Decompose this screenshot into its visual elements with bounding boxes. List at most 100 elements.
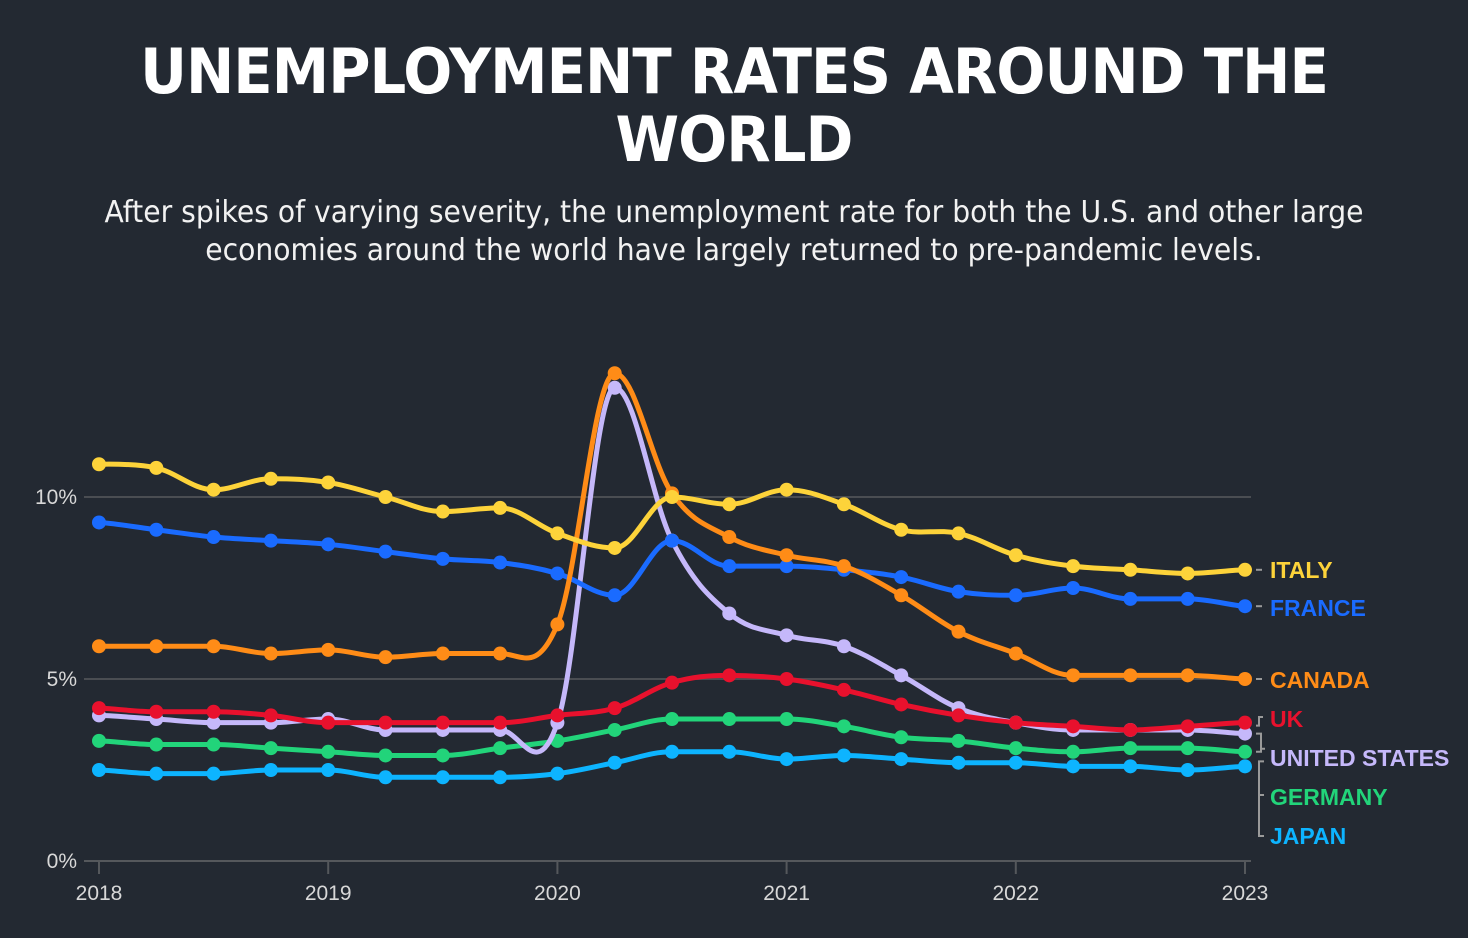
data-point-canada <box>722 530 737 545</box>
x-axis: 2018 2019 2020 2021 2022 2023 <box>76 860 1269 905</box>
legend-label-uk: UK <box>1270 706 1304 732</box>
data-point-japan <box>321 763 336 777</box>
data-point-uk <box>894 697 909 712</box>
data-point-germany <box>951 733 966 748</box>
series-line-canada <box>96 370 1248 682</box>
data-point-france <box>321 537 336 552</box>
data-point-japan <box>1238 759 1252 774</box>
data-point-united-states <box>1238 726 1252 741</box>
y-tick-label: 5% <box>47 668 77 691</box>
data-point-canada <box>321 642 336 657</box>
data-point-france <box>1238 599 1252 614</box>
data-point-canada <box>92 639 106 654</box>
legend-label-united-states: UNITED STATES <box>1270 745 1449 771</box>
data-point-italy <box>550 526 565 541</box>
data-point-uk <box>92 701 106 716</box>
data-point-united-states <box>894 668 909 683</box>
data-point-canada <box>263 646 278 661</box>
data-point-france <box>149 522 164 537</box>
data-point-italy <box>894 522 909 537</box>
series-germany <box>92 712 1252 763</box>
data-point-japan <box>493 770 508 785</box>
data-point-japan <box>206 766 221 781</box>
data-point-uk <box>493 715 508 730</box>
data-point-france <box>92 515 106 530</box>
data-point-uk <box>435 715 450 730</box>
data-point-italy <box>951 526 966 541</box>
data-point-germany <box>1180 741 1195 756</box>
data-point-japan <box>836 748 851 763</box>
legend-label-japan: JAPAN <box>1270 823 1346 849</box>
x-tick-label: 2018 <box>76 882 123 905</box>
data-point-germany <box>321 744 336 759</box>
data-point-japan <box>722 744 737 759</box>
series-japan <box>92 744 1252 785</box>
data-point-france <box>435 551 450 566</box>
data-point-canada <box>206 639 221 654</box>
connector-united-states <box>1256 732 1265 753</box>
data-point-uk <box>607 701 622 716</box>
data-point-canada <box>493 646 508 661</box>
x-tick-label: 2019 <box>305 882 352 905</box>
data-point-uk <box>665 675 679 690</box>
data-point-canada <box>607 366 622 381</box>
data-point-japan <box>263 763 278 777</box>
connector-uk <box>1256 716 1263 727</box>
data-point-italy <box>1066 559 1081 574</box>
data-point-canada <box>550 617 565 632</box>
data-point-italy <box>1008 548 1023 563</box>
data-point-italy <box>435 504 450 519</box>
data-point-united-states <box>836 639 851 654</box>
data-point-italy <box>665 490 679 504</box>
data-point-france <box>722 559 737 574</box>
data-point-germany <box>1008 741 1023 756</box>
legend-label-italy: ITALY <box>1270 557 1333 583</box>
data-point-france <box>550 566 565 581</box>
data-point-canada <box>149 639 164 654</box>
data-point-uk <box>1180 719 1195 734</box>
data-point-japan <box>435 770 450 785</box>
data-point-canada <box>1066 668 1081 683</box>
series-canada <box>92 366 1252 686</box>
data-point-germany <box>378 748 393 763</box>
series-france <box>92 515 1252 614</box>
data-point-france <box>206 530 221 545</box>
x-tick-label: 2022 <box>992 882 1039 905</box>
data-point-japan <box>1123 759 1138 774</box>
data-point-canada <box>378 650 393 665</box>
data-point-germany <box>722 712 737 727</box>
data-point-japan <box>779 752 794 767</box>
data-point-japan <box>951 755 966 770</box>
data-point-uk <box>779 672 794 686</box>
data-point-japan <box>665 744 679 759</box>
x-tick-label: 2023 <box>1222 882 1269 905</box>
data-point-france <box>894 570 909 585</box>
data-point-germany <box>836 719 851 734</box>
data-point-united-states <box>206 715 221 730</box>
data-point-united-states <box>779 628 794 643</box>
data-point-italy <box>321 475 336 490</box>
data-point-uk <box>378 715 393 730</box>
series-uk <box>92 668 1252 737</box>
data-point-united-states <box>722 606 737 621</box>
data-point-germany <box>779 712 794 727</box>
data-point-france <box>493 555 508 570</box>
legend-label-canada: CANADA <box>1270 667 1370 693</box>
data-point-france <box>1066 581 1081 595</box>
data-point-japan <box>1066 759 1081 774</box>
data-point-italy <box>263 471 278 486</box>
data-point-germany <box>894 730 909 745</box>
chart-title: UNEMPLOYMENT RATES AROUND THE WORLD <box>140 35 1329 176</box>
legend-connectors <box>1256 568 1265 837</box>
data-point-italy <box>1123 562 1138 577</box>
data-point-uk <box>550 708 565 723</box>
x-tick-label: 2020 <box>534 882 581 905</box>
data-point-canada <box>1123 668 1138 683</box>
data-point-italy <box>206 482 221 497</box>
data-point-germany <box>1123 741 1138 756</box>
data-point-canada <box>836 559 851 574</box>
data-point-canada <box>1238 672 1252 686</box>
data-point-italy <box>607 540 622 555</box>
data-point-france <box>779 559 794 574</box>
data-point-italy <box>722 497 737 512</box>
